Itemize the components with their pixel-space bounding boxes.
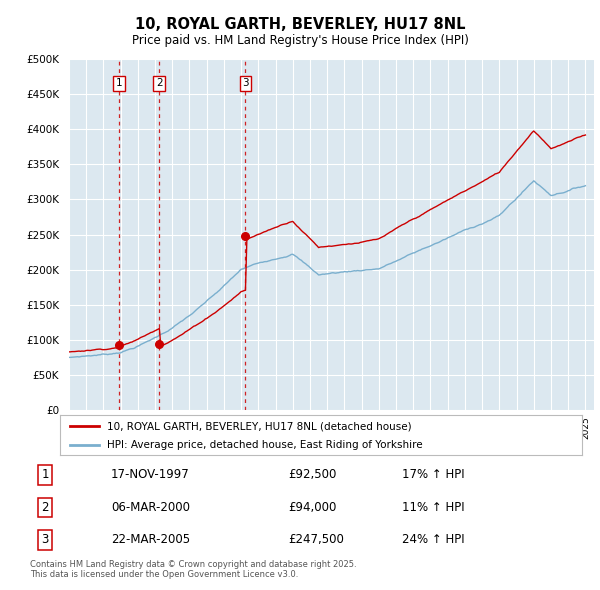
Text: Contains HM Land Registry data © Crown copyright and database right 2025.
This d: Contains HM Land Registry data © Crown c… [30,560,356,579]
Text: £247,500: £247,500 [288,533,344,546]
Text: 22-MAR-2005: 22-MAR-2005 [111,533,190,546]
Text: 1: 1 [41,468,49,481]
Text: 3: 3 [41,533,49,546]
Text: 1: 1 [116,78,122,88]
Text: £92,500: £92,500 [288,468,337,481]
Text: 24% ↑ HPI: 24% ↑ HPI [402,533,464,546]
Text: £94,000: £94,000 [288,501,337,514]
Text: HPI: Average price, detached house, East Riding of Yorkshire: HPI: Average price, detached house, East… [107,440,422,450]
Text: Price paid vs. HM Land Registry's House Price Index (HPI): Price paid vs. HM Land Registry's House … [131,34,469,47]
Text: 10, ROYAL GARTH, BEVERLEY, HU17 8NL (detached house): 10, ROYAL GARTH, BEVERLEY, HU17 8NL (det… [107,421,412,431]
Text: 10, ROYAL GARTH, BEVERLEY, HU17 8NL: 10, ROYAL GARTH, BEVERLEY, HU17 8NL [135,17,465,31]
Text: 2: 2 [156,78,163,88]
Text: 06-MAR-2000: 06-MAR-2000 [111,501,190,514]
Text: 17-NOV-1997: 17-NOV-1997 [111,468,190,481]
Text: 3: 3 [242,78,249,88]
Text: 17% ↑ HPI: 17% ↑ HPI [402,468,464,481]
Text: 2: 2 [41,501,49,514]
Text: 11% ↑ HPI: 11% ↑ HPI [402,501,464,514]
